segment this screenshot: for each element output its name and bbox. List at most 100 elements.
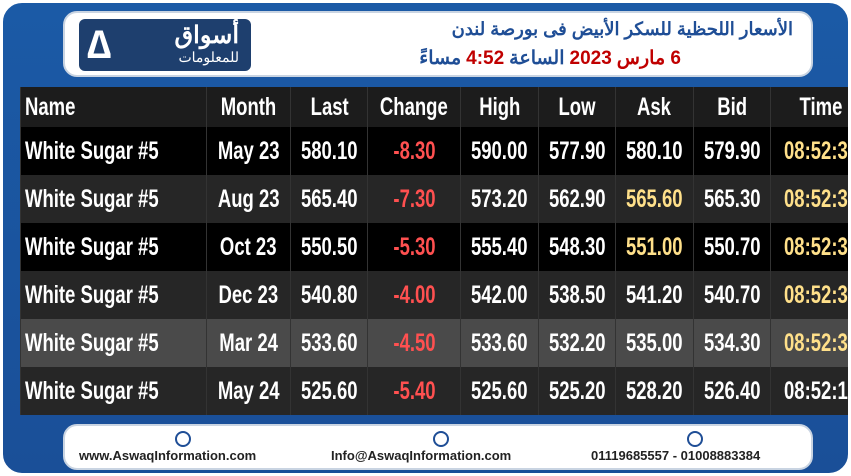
- cell-text: Ask: [637, 92, 672, 121]
- column-header: Low: [537, 87, 616, 127]
- mail-icon: [433, 431, 449, 447]
- logo: ∆ أسواق للمعلومات: [79, 19, 251, 71]
- cell-text: Low: [558, 92, 596, 121]
- cell-text: May 23: [217, 136, 280, 165]
- column-header: High: [460, 87, 539, 127]
- header-row: Name Month Last Change High Low Ask Bid Time: [20, 87, 848, 127]
- phones: 01119685557 - 01008883384: [591, 448, 761, 463]
- cell-text: 579.90: [703, 136, 761, 165]
- table-cell: 08:52:34: [770, 175, 848, 223]
- website[interactable]: www.AswaqInformation.com: [79, 448, 257, 463]
- table-cell: 562.90: [537, 175, 616, 223]
- cell-text: -5.40: [393, 376, 436, 405]
- table-cell: 538.50: [537, 271, 616, 319]
- cell-text: 555.40: [471, 232, 528, 261]
- web-icon: [175, 431, 191, 447]
- email[interactable]: Info@AswaqInformation.com: [331, 448, 512, 463]
- table-cell: 542.00: [460, 271, 539, 319]
- table-cell: -4.50: [367, 319, 461, 367]
- cell-text: 538.50: [548, 280, 606, 309]
- table-cell: 08:52:34: [770, 223, 851, 271]
- column-header: Month: [205, 87, 291, 127]
- cell-text: Month: [220, 92, 277, 121]
- cell-text: 533.60: [300, 328, 358, 357]
- table-row: White Sugar #5 Dec 23 540.80 -4.00 542.00 538…: [20, 271, 848, 319]
- cell-text: 540.70: [703, 280, 761, 309]
- year: 2023: [569, 48, 612, 69]
- cell-text: 541.20: [626, 280, 683, 309]
- table-cell: 533.60: [460, 319, 539, 367]
- table-cell: 573.20: [460, 175, 539, 223]
- table-cell: -8.30: [367, 127, 461, 175]
- cell-text: 542.00: [471, 280, 528, 309]
- cell-text: 08:52:19: [784, 376, 851, 405]
- table-cell: 565.30: [692, 175, 771, 223]
- cell-text: 525.60: [471, 376, 528, 405]
- column-header: Bid: [692, 87, 771, 127]
- table-cell: 535.00: [615, 319, 694, 367]
- cell-text: Change: [380, 92, 449, 121]
- cell-text: Last: [310, 92, 349, 121]
- cell-text: -8.30: [393, 136, 436, 165]
- table-cell: -5.40: [367, 367, 461, 415]
- logo-mark: ∆: [87, 23, 112, 67]
- table-cell: -5.30: [367, 223, 461, 271]
- table-cell: 555.40: [460, 223, 539, 271]
- table-cell: 08:52:34: [770, 127, 851, 175]
- table-cell: 526.40: [692, 367, 771, 415]
- cell-text: 528.20: [626, 376, 683, 405]
- cell-text: White Sugar #5: [25, 376, 159, 405]
- table-cell: 532.20: [537, 319, 616, 367]
- price-table: Name Month Last Change High Low Ask Bid Time Whit…: [20, 87, 851, 415]
- phone-icon: [687, 431, 703, 447]
- title: الأسعار اللحظية للسكر الأبيض فى بورصة لن…: [451, 19, 793, 39]
- table-cell: Oct 23: [205, 223, 291, 271]
- cell-text: 565.60: [626, 184, 683, 213]
- table-row: White Sugar #5 Mar 24 533.60 -4.50 533.60 532…: [20, 319, 851, 367]
- cell-text: 532.20: [548, 328, 606, 357]
- time: 4:52: [466, 48, 505, 69]
- cell-text: -5.30: [393, 232, 436, 261]
- table-row: White Sugar #5 Aug 23 565.40 -7.30 573.20 562…: [20, 175, 848, 223]
- cell-text: 08:52:34: [784, 328, 851, 357]
- table-cell: 550.70: [692, 223, 771, 271]
- time-word: الساعة: [509, 48, 565, 69]
- cell-text: Oct 23: [219, 232, 277, 261]
- table-cell: 528.20: [615, 367, 694, 415]
- table-cell: May 23: [205, 127, 291, 175]
- cell-text: 590.00: [471, 136, 528, 165]
- cell-text: Mar 24: [218, 328, 278, 357]
- cell-text: Time: [799, 92, 843, 121]
- cell-text: 526.40: [703, 376, 761, 405]
- cell-text: 08:52:34: [784, 136, 851, 165]
- cell-text: 550.50: [300, 232, 358, 261]
- table-cell: Aug 23: [205, 175, 291, 223]
- table-cell: -4.00: [367, 271, 461, 319]
- table-cell: 550.50: [289, 223, 368, 271]
- table-cell: 540.80: [289, 271, 368, 319]
- cell-text: White Sugar #5: [25, 280, 159, 309]
- cell-text: 534.30: [703, 328, 761, 357]
- cell-text: 580.10: [626, 136, 683, 165]
- cell-text: Name: [25, 92, 76, 121]
- cell-text: 550.70: [703, 232, 761, 261]
- cell-text: White Sugar #5: [25, 328, 159, 357]
- column-header: Ask: [615, 87, 694, 127]
- cell-text: 525.20: [548, 376, 606, 405]
- cell-text: 08:52:34: [784, 232, 851, 261]
- period: مساءً: [419, 48, 462, 69]
- cell-text: May 24: [217, 376, 280, 405]
- table-cell: 08:52:19: [770, 367, 851, 415]
- cell-text: Aug 23: [217, 184, 280, 213]
- table-cell: 565.60: [615, 175, 694, 223]
- cell-text: -4.00: [393, 280, 436, 309]
- logo-tagline: للمعلومات: [178, 49, 239, 65]
- table-cell: White Sugar #5: [20, 271, 207, 319]
- table-cell: 580.10: [289, 127, 368, 175]
- table-cell: 577.90: [537, 127, 616, 175]
- table-cell: 590.00: [460, 127, 539, 175]
- table-cell: White Sugar #5: [20, 367, 207, 415]
- cell-text: White Sugar #5: [25, 184, 159, 213]
- cell-text: 525.60: [300, 376, 358, 405]
